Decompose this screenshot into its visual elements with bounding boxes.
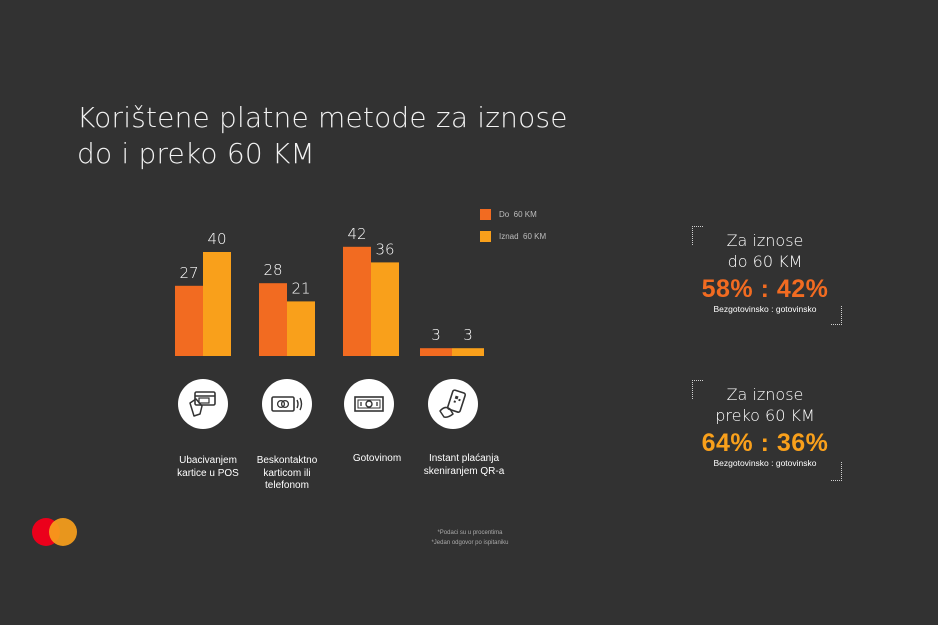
bar-value-label: 36	[375, 240, 394, 258]
chart-legend: Do 60 KM Iznad 60 KM	[480, 209, 546, 253]
legend-item-iznad: Iznad 60 KM	[480, 231, 546, 242]
footnotes: *Podaci su u procentima *Jedan odgovor p…	[380, 528, 560, 548]
cash-icon	[344, 379, 394, 429]
bar-value-label: 3	[463, 326, 473, 344]
mastercard-logo-icon	[32, 518, 77, 546]
page-title-line-1: Korištene platne metode za iznose	[77, 101, 568, 134]
legend-label-do: Do 60 KM	[499, 210, 537, 219]
bar-value-label: 28	[263, 261, 282, 279]
category-label-line: karticom ili	[263, 467, 311, 479]
category-label-line: Gotovinom	[352, 453, 402, 464]
qr-phone-icon	[428, 379, 478, 429]
bar-value-label: 42	[347, 225, 366, 243]
stat-heading-line-1: Za iznose	[726, 231, 804, 250]
page-title: Korištene platne metode za iznose do i p…	[77, 100, 568, 172]
footnote-line: *Podaci su u procentima	[437, 530, 503, 536]
card-insert-icon	[178, 379, 228, 429]
bar-iznad-3	[452, 348, 484, 356]
stat-heading-line-2: do 60 KM	[727, 252, 803, 271]
logo-circle-orange	[49, 518, 77, 546]
footnote-line: *Jedan odgovor po ispitaniku	[431, 540, 509, 546]
stat-box-do-60: Za iznose do 60 KM 58% : 42% Bezgotovins…	[690, 230, 840, 314]
stat-frame-corner-top-left	[692, 226, 703, 245]
bar-value-label: 3	[431, 326, 441, 344]
bar-do-2	[343, 246, 371, 356]
bar-iznad-2	[371, 262, 399, 356]
legend-item-do: Do 60 KM	[480, 209, 546, 220]
category-label-line: Instant plaćanja	[428, 453, 500, 464]
contactless-card-icon	[262, 379, 312, 429]
stat-ratio: 58% : 42%	[701, 275, 829, 303]
bar-iznad-0	[203, 252, 231, 356]
legend-swatch-do	[480, 209, 491, 220]
category-label-line: Ubacivanjem	[179, 455, 237, 466]
category-label-line: skeniranjem QR-a	[423, 465, 505, 477]
category-label-cash: Gotovinom	[322, 453, 432, 466]
page-title-line-2: do i preko 60 KM	[77, 137, 315, 170]
stat-caption: Bezgotovinsko : gotovinsko	[713, 458, 817, 468]
category-label-line: telefonom	[265, 480, 309, 491]
bar-do-0	[175, 285, 203, 356]
stat-heading-line-2: preko 60 KM	[715, 406, 815, 425]
stat-frame-corner-top-left	[692, 380, 703, 399]
stat-heading-line-1: Za iznose	[726, 385, 804, 404]
bar-value-label: 21	[291, 279, 310, 297]
stat-caption: Bezgotovinsko : gotovinsko	[713, 304, 817, 314]
category-label-line: kartice u POS	[177, 467, 239, 479]
legend-swatch-iznad	[480, 231, 491, 242]
stat-frame-corner-bottom-right	[831, 462, 842, 481]
stat-ratio: 64% : 36%	[701, 429, 829, 457]
category-label-qr: Instant plaćanja skeniranjem QR-a	[409, 453, 519, 478]
bar-iznad-1	[287, 301, 315, 356]
bar-value-label: 27	[179, 264, 198, 282]
bar-value-label: 40	[207, 230, 226, 248]
stat-frame-corner-bottom-right	[831, 306, 842, 325]
bar-do-3	[420, 348, 452, 356]
bar-do-1	[259, 283, 287, 356]
category-label-card-insert: Ubacivanjem kartice u POS	[153, 455, 263, 480]
category-label-contactless: Beskontaktno karticom ili telefonom	[232, 455, 342, 493]
legend-label-iznad: Iznad 60 KM	[499, 232, 547, 241]
stat-box-preko-60: Za iznose preko 60 KM 64% : 36% Bezgotov…	[690, 384, 840, 468]
category-label-line: Beskontaktno	[256, 455, 318, 466]
